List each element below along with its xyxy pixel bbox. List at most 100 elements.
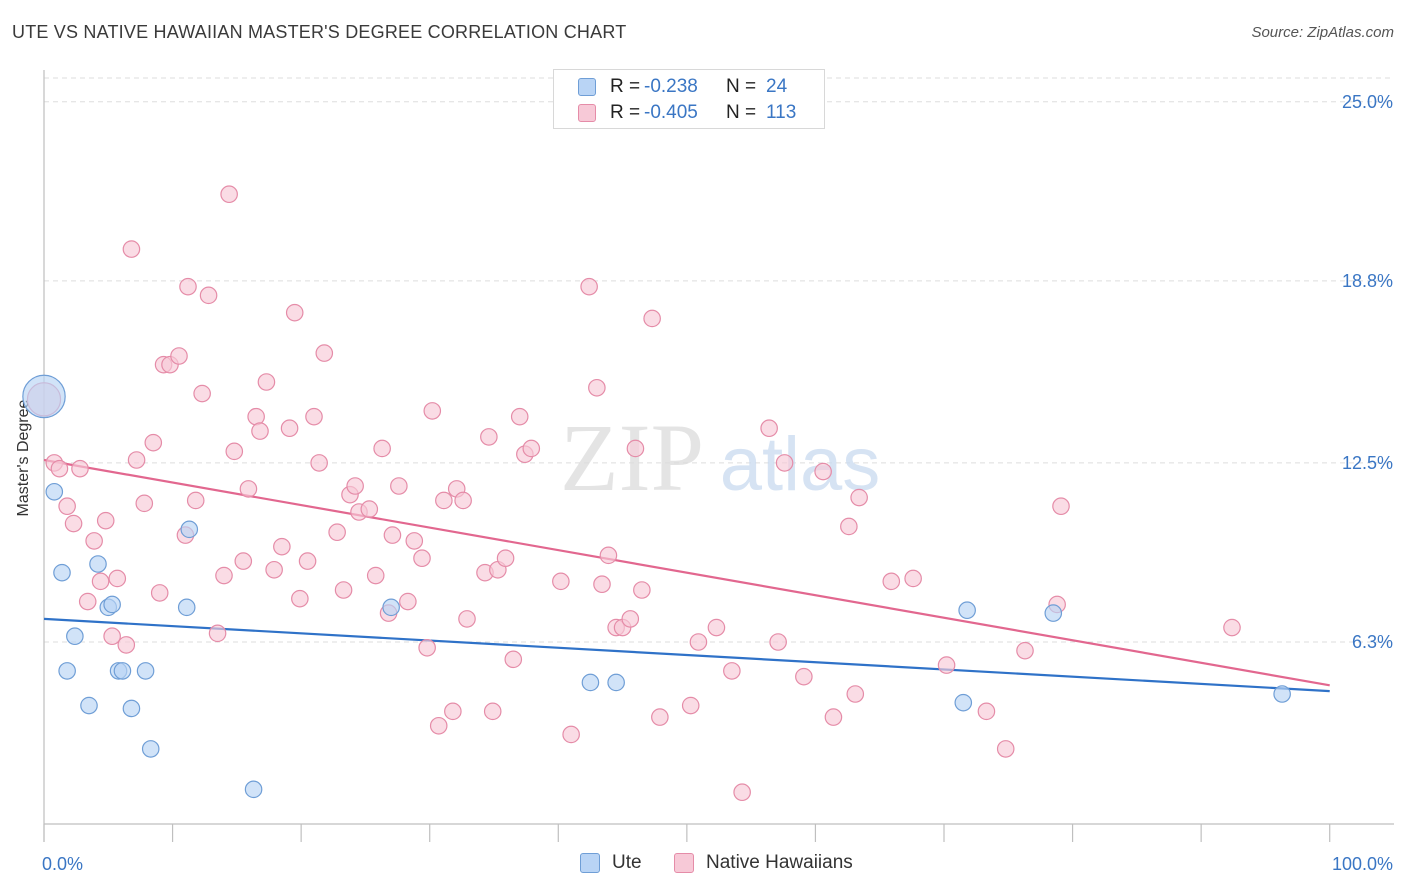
native-hawaiians-point [552, 572, 570, 591]
native-hawaiians-point [251, 422, 269, 440]
native-hawaiians-point [170, 347, 188, 365]
ute-trend-line [43, 617, 1330, 693]
native-hawaiians-point [285, 303, 304, 322]
ute-point [122, 699, 141, 718]
native-hawaiians-point [399, 592, 417, 611]
legend-row-ute: R = -0.238 N = 24 [578, 75, 787, 99]
native-hawaiians-point [996, 740, 1015, 758]
y-tick-label: 25.0% [1342, 92, 1393, 112]
ute-point [136, 662, 155, 680]
native-hawaiians-point [418, 638, 436, 657]
native-hawaiians-point [423, 402, 442, 420]
native-hawaiians-point [58, 497, 76, 516]
native-hawaiians-point [103, 627, 121, 646]
native-hawaiians-point [588, 378, 606, 397]
ute-point [607, 673, 625, 692]
native-hawaiians-point [78, 592, 97, 611]
correlation-legend: R = -0.238 N = 24 R = -0.405 N = 113 [553, 69, 825, 129]
ute-point [1044, 604, 1063, 622]
ute-point [180, 520, 199, 539]
native-hawaiians-point [681, 696, 700, 715]
series-legend-ute[interactable]: Ute [580, 852, 642, 874]
native-hawaiians-point [328, 523, 346, 542]
native-hawaiians-point [117, 636, 136, 654]
native-hawaiians-point [937, 656, 956, 674]
chart-title: UTE VS NATIVE HAWAIIAN MASTER'S DEGREE C… [12, 22, 627, 42]
native-hawaiians-point [496, 549, 515, 568]
native-hawaiians-point [562, 725, 580, 744]
native-hawaiians-point [257, 373, 276, 391]
ute-legend-label: Ute [612, 852, 642, 873]
native-hawaiians-point [689, 633, 708, 651]
ute-point [382, 598, 400, 617]
ute-point [581, 673, 600, 692]
native-hawaiians-point [480, 428, 498, 446]
tick-labels: 6.3% 12.5% 18.8% 25.0% 0.0% 100.0% [42, 92, 1393, 874]
ute-point [45, 482, 64, 501]
ute-point [113, 662, 132, 680]
ute-point [177, 598, 196, 617]
ute-n-value: 24 [766, 76, 788, 97]
native-hawaiians-point [840, 517, 858, 536]
ute-point [954, 693, 973, 712]
ute-point [89, 555, 107, 573]
ute-point [141, 740, 160, 758]
native-hawaiians-point [621, 610, 640, 628]
native-hawaiians-point [193, 384, 211, 403]
native-hawaiians-point [225, 442, 244, 461]
native-hawaiians-point [234, 552, 253, 570]
native-hawaiians-point [208, 624, 227, 643]
native-hawaiians-point [265, 560, 283, 579]
native-hawaiians-point [454, 491, 472, 510]
native-hawaiians-point [723, 662, 741, 680]
native-hawaiians-point [1052, 497, 1070, 516]
native-hawaiians-point [846, 685, 865, 703]
native-hawaiians-point [71, 459, 89, 478]
native-hawaiians-point [346, 477, 364, 495]
native-hawaiians-point [733, 783, 751, 802]
native-hawaiians-point [383, 526, 402, 544]
watermark: ZIP atlas [560, 404, 880, 511]
native-hawaiians-point [135, 494, 154, 513]
native-hawaiians-point [310, 454, 328, 472]
native-hawaiians-point [633, 581, 651, 599]
native-hawaiians-point [1016, 641, 1034, 660]
native-hawaiians-point [127, 451, 146, 469]
native-hawaiians-point [580, 277, 598, 296]
trend-lines [43, 458, 1330, 693]
nh-r-value: -0.405 [644, 102, 698, 123]
native-hawaiians-point [305, 407, 323, 426]
ute-point [53, 563, 71, 582]
native-hawaiians-point [483, 702, 502, 721]
source-credit: Source: ZipAtlas.com [1251, 24, 1394, 41]
native-hawaiians-point [273, 537, 291, 556]
native-hawaiians-point [824, 708, 843, 726]
nh-legend-label: Native Hawaiians [706, 852, 853, 873]
ute-point [103, 595, 121, 614]
series-legend: Ute Native Hawaiians [0, 852, 1406, 876]
native-hawaiians-point [775, 454, 794, 472]
native-hawaiians-point [882, 572, 901, 591]
native-hawaiians-point [390, 477, 408, 495]
native-hawaiians-point [334, 581, 353, 599]
native-hawaiians-point [760, 419, 778, 438]
ute-r-label: R = [610, 76, 641, 97]
native-hawaiians-point [220, 185, 238, 204]
ute-point [22, 374, 66, 419]
series-legend-native-hawaiians[interactable]: Native Hawaiians [674, 852, 853, 874]
native-hawaiians-point [977, 702, 996, 721]
data-points [22, 185, 1291, 802]
native-hawaiians-point [199, 286, 218, 305]
native-hawaiians-point [769, 633, 787, 651]
native-hawaiians-point [429, 716, 448, 735]
native-hawaiians-point [291, 589, 309, 608]
native-hawaiians-point [707, 618, 726, 637]
native-hawaiians-point [122, 240, 141, 258]
ute-point [958, 601, 976, 620]
native-hawaiians-point [50, 459, 69, 478]
native-hawaiians-trend-line [43, 458, 1330, 687]
native-hawaiians-point [458, 610, 476, 628]
native-hawaiians-point [91, 572, 110, 591]
nh-swatch [578, 104, 596, 122]
